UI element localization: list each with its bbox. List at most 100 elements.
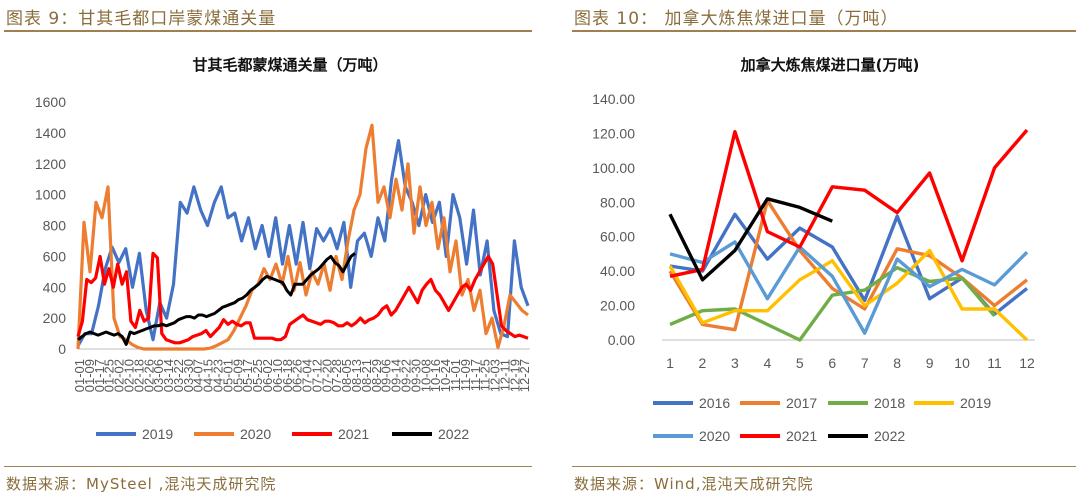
x-tick-label: 12 — [1019, 355, 1035, 371]
x-tick-label: 02-26 — [141, 359, 156, 392]
x-tick-label: 07-04 — [300, 359, 315, 392]
x-tick-label: 02-02 — [112, 359, 127, 392]
x-tick-label: 11 — [987, 355, 1002, 371]
y-tick-label: 80.00 — [600, 194, 635, 210]
legend-label-2020: 2020 — [240, 426, 271, 442]
x-tick-label: 05-25 — [250, 359, 265, 392]
left-chart-title: 甘其毛都蒙煤通关量（万吨） — [192, 56, 388, 74]
y-tick-label: 1400 — [35, 125, 66, 141]
legend-label-2017: 2017 — [786, 395, 817, 411]
x-tick-label: 06-10 — [270, 359, 285, 392]
x-tick-label: 8 — [893, 355, 901, 371]
x-tick-label: 5 — [796, 355, 804, 371]
x-tick-label: 06-26 — [290, 359, 305, 392]
y-tick-label: 200 — [43, 310, 67, 326]
right-source-rule — [572, 466, 1076, 467]
right-chart: 0.00 20.00 40.00 60.00 80.00 100.00 120.00 140.… — [592, 91, 1035, 444]
x-tick-label: 2 — [699, 355, 707, 371]
x-tick-label: 01-01 — [72, 359, 87, 392]
x-tick-label: 04-23 — [211, 359, 226, 392]
x-tick-label: 1 — [666, 355, 674, 371]
right-chart-title: 加拿大炼焦煤进口量(万吨) — [740, 56, 920, 74]
left-source-rule — [4, 466, 532, 467]
y-tick-label: 60.00 — [600, 229, 635, 245]
x-tick-label: 05-17 — [240, 359, 255, 392]
legend-label-2016: 2016 — [699, 395, 730, 411]
series-line-2022 — [77, 252, 356, 346]
x-tick-label: 3 — [731, 355, 739, 371]
series-line-2019 — [76, 139, 530, 347]
series-line-2022 — [668, 197, 833, 282]
x-tick-label: 7 — [861, 355, 869, 371]
x-tick-label: 11-17 — [468, 359, 483, 391]
legend-label-2020: 2020 — [699, 428, 730, 444]
series-line-2021 — [76, 251, 529, 345]
y-tick-label: 600 — [43, 248, 67, 264]
right-caption-rule — [572, 30, 1076, 32]
left-chart: 0200400600800100012001400160001-0101-090… — [35, 94, 532, 442]
y-tick-label: 120.00 — [592, 125, 635, 141]
x-tick-label: 6 — [828, 355, 836, 371]
legend-label-2021: 2021 — [338, 426, 369, 442]
x-tick-label: 01-25 — [102, 359, 117, 392]
series-line-2020 — [76, 123, 529, 351]
y-tick-label: 400 — [43, 279, 67, 295]
y-tick-label: 100.00 — [592, 160, 635, 176]
legend-label-2022: 2022 — [874, 428, 905, 444]
left-caption-rule — [4, 30, 532, 32]
legend-label-2019: 2019 — [960, 395, 991, 411]
y-tick-label: 0.00 — [608, 332, 635, 348]
y-tick-label: 20.00 — [600, 298, 635, 314]
legend-label-2021: 2021 — [786, 428, 817, 444]
x-tick-label: 12-27 — [517, 359, 532, 392]
x-tick-label: 06-18 — [280, 359, 295, 392]
series-line-2021 — [669, 128, 1029, 278]
x-tick-label: 04-07 — [191, 359, 206, 392]
series-line-2019 — [668, 248, 1029, 342]
x-tick-label: 01-09 — [82, 359, 97, 392]
x-tick-label: 10-16 — [428, 359, 443, 392]
x-tick-label: 06-02 — [260, 359, 275, 392]
x-tick-label: 11-09 — [458, 359, 473, 391]
x-tick-label: 09-14 — [389, 359, 404, 392]
y-tick-label: 1000 — [35, 187, 66, 203]
x-tick-label: 02-10 — [121, 359, 136, 392]
x-tick-label: 09-06 — [379, 359, 394, 392]
x-tick-label: 12-19 — [507, 359, 522, 392]
x-tick-label: 08-21 — [359, 359, 374, 392]
x-tick-label: 07-12 — [309, 359, 324, 392]
x-tick-label: 04-15 — [201, 359, 216, 392]
y-tick-label: 40.00 — [600, 263, 635, 279]
legend-label-2019: 2019 — [142, 426, 173, 442]
left-data-source: 数据来源：MySteel ,混沌天成研究院 — [6, 475, 277, 493]
legend-label-2018: 2018 — [874, 395, 905, 411]
y-tick-label: 140.00 — [592, 91, 635, 107]
x-tick-label: 05-01 — [220, 359, 235, 392]
x-tick-label: 07-20 — [319, 359, 334, 392]
x-tick-label: 10-24 — [438, 359, 453, 392]
x-tick-label: 12-11 — [497, 359, 512, 391]
x-tick-label: 09-22 — [398, 359, 413, 392]
x-tick-label: 03-30 — [181, 359, 196, 392]
right-data-source: 数据来源：Wind,混沌天成研究院 — [574, 475, 814, 493]
x-tick-label: 05-09 — [230, 359, 245, 392]
x-tick-label: 08-29 — [369, 359, 384, 392]
x-tick-label: 11-25 — [478, 359, 493, 391]
y-tick-label: 1600 — [35, 94, 66, 110]
x-tick-label: 02-18 — [131, 359, 146, 392]
x-tick-label: 09-30 — [408, 359, 423, 392]
legend-label-2022: 2022 — [438, 426, 469, 442]
y-tick-label: 1200 — [35, 156, 66, 172]
x-tick-label: 4 — [763, 355, 771, 371]
x-tick-label: 03-14 — [161, 359, 176, 392]
x-tick-label: 08-13 — [349, 359, 364, 392]
y-tick-label: 800 — [43, 218, 67, 234]
y-tick-label: 0 — [58, 341, 66, 357]
x-tick-label: 9 — [926, 355, 934, 371]
x-tick-label: 03-22 — [171, 359, 186, 392]
left-figure-caption: 图表 9：甘其毛都口岸蒙煤通关量 — [6, 9, 277, 29]
x-tick-label: 12-03 — [488, 359, 503, 392]
right-figure-caption: 图表 10： 加拿大炼焦煤进口量（万吨） — [574, 9, 899, 29]
x-tick-label: 11-01 — [448, 359, 463, 391]
x-tick-label: 01-17 — [92, 359, 107, 392]
